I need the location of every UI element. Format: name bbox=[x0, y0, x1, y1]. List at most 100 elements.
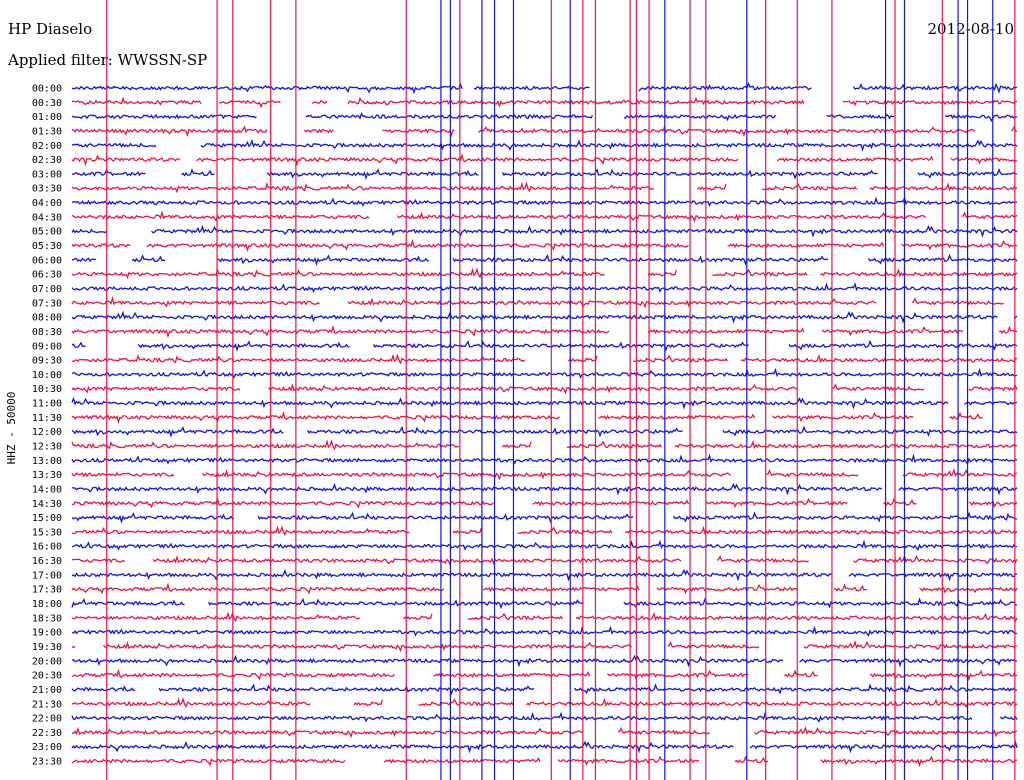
row-tick-label: 04:00 bbox=[32, 198, 62, 209]
row-tick-label: 09:00 bbox=[32, 341, 62, 352]
row-tick-label: 22:30 bbox=[32, 728, 62, 739]
trace-line bbox=[71, 181, 1018, 194]
trace-line bbox=[71, 597, 1018, 610]
trace-line bbox=[71, 167, 1018, 181]
row-tick-label: 07:30 bbox=[32, 298, 62, 309]
spikes-layer bbox=[106, 0, 1016, 780]
time-tick-labels: 00:00 00:30 01:00 01:30 02:00 02:30 03:00 03:30… bbox=[32, 84, 62, 768]
row-tick-label: 20:30 bbox=[32, 671, 62, 682]
trace-line bbox=[71, 310, 1018, 324]
row-tick-label: 11:00 bbox=[32, 399, 62, 410]
trace-line bbox=[71, 740, 1018, 754]
trace-line bbox=[71, 654, 1018, 668]
trace-line bbox=[71, 554, 1018, 567]
row-tick-label: 15:30 bbox=[32, 527, 62, 538]
trace-line bbox=[71, 324, 1018, 339]
row-tick-label: 12:00 bbox=[32, 427, 62, 438]
row-tick-label: 06:00 bbox=[32, 255, 62, 266]
channel-label: HHZ - 50000 bbox=[5, 392, 18, 465]
trace-line bbox=[71, 539, 1018, 551]
row-tick-label: 11:30 bbox=[32, 413, 62, 424]
trace-line bbox=[71, 496, 1018, 509]
trace-line bbox=[71, 697, 1018, 709]
filter-label: Applied filter: WWSSN-SP bbox=[8, 51, 208, 69]
trace-line bbox=[71, 511, 1018, 524]
row-tick-label: 17:00 bbox=[32, 570, 62, 581]
trace-line bbox=[71, 482, 1018, 496]
trace-line bbox=[71, 383, 1018, 395]
row-tick-label: 05:00 bbox=[32, 227, 62, 238]
row-tick-label: 18:00 bbox=[32, 599, 62, 610]
row-tick-label: 03:00 bbox=[32, 169, 62, 180]
row-tick-label: 21:30 bbox=[32, 699, 62, 710]
row-tick-label: 19:30 bbox=[32, 642, 62, 653]
row-tick-label: 16:00 bbox=[32, 542, 62, 553]
row-tick-label: 01:00 bbox=[32, 112, 62, 123]
row-tick-label: 01:30 bbox=[32, 126, 62, 137]
row-tick-label: 10:00 bbox=[32, 370, 62, 381]
trace-line bbox=[71, 238, 1018, 253]
trace-line bbox=[71, 396, 1018, 410]
trace-line bbox=[71, 640, 1018, 653]
trace-line bbox=[71, 439, 1018, 451]
row-tick-label: 13:30 bbox=[32, 470, 62, 481]
trace-line bbox=[71, 525, 1018, 537]
trace-line bbox=[71, 683, 1018, 696]
trace-line bbox=[71, 353, 1018, 365]
row-tick-label: 02:00 bbox=[32, 141, 62, 152]
trace-line bbox=[71, 196, 1018, 207]
trace-line bbox=[71, 124, 1018, 138]
trace-line bbox=[71, 138, 1018, 152]
trace-line bbox=[71, 425, 1018, 438]
row-tick-label: 00:00 bbox=[32, 84, 62, 95]
trace-line bbox=[71, 339, 1018, 353]
trace-line bbox=[71, 468, 1018, 481]
trace-line bbox=[71, 410, 983, 425]
trace-line bbox=[71, 81, 1018, 95]
row-tick-label: 00:30 bbox=[32, 98, 62, 109]
row-tick-label: 03:30 bbox=[32, 184, 62, 195]
row-tick-label: 20:00 bbox=[32, 656, 62, 667]
row-tick-label: 07:00 bbox=[32, 284, 62, 295]
row-tick-label: 18:30 bbox=[32, 613, 62, 624]
row-tick-label: 08:00 bbox=[32, 313, 62, 324]
trace-line bbox=[71, 711, 1018, 723]
trace-line bbox=[71, 453, 1018, 466]
row-tick-label: 23:00 bbox=[32, 742, 62, 753]
row-tick-label: 23:30 bbox=[32, 757, 62, 768]
trace-line bbox=[71, 568, 1018, 582]
trace-line bbox=[71, 668, 1018, 682]
row-tick-label: 06:30 bbox=[32, 270, 62, 281]
trace-line bbox=[71, 210, 1018, 223]
trace-line bbox=[71, 111, 1018, 123]
row-tick-label: 14:30 bbox=[32, 499, 62, 510]
trace-line bbox=[71, 296, 1004, 309]
trace-line bbox=[71, 267, 1018, 280]
trace-line bbox=[71, 625, 1018, 637]
row-tick-label: 13:00 bbox=[32, 456, 62, 467]
station-title: HP Diaselo bbox=[8, 20, 93, 38]
trace-line bbox=[71, 367, 1018, 379]
row-tick-label: 10:30 bbox=[32, 384, 62, 395]
trace-line bbox=[71, 611, 1018, 623]
trace-line bbox=[71, 224, 1018, 238]
row-tick-label: 08:30 bbox=[32, 327, 62, 338]
trace-line bbox=[71, 725, 1018, 739]
row-tick-label: 02:30 bbox=[32, 155, 62, 166]
row-tick-label: 04:30 bbox=[32, 212, 62, 223]
row-tick-label: 21:00 bbox=[32, 685, 62, 696]
row-tick-label: 22:00 bbox=[32, 714, 62, 725]
row-tick-label: 05:30 bbox=[32, 241, 62, 252]
trace-line bbox=[71, 582, 1018, 595]
trace-line bbox=[71, 755, 1018, 768]
trace-line bbox=[71, 152, 1018, 167]
traces-layer bbox=[71, 81, 1018, 768]
row-tick-label: 12:30 bbox=[32, 442, 62, 453]
row-tick-label: 14:00 bbox=[32, 484, 62, 495]
trace-line bbox=[71, 96, 1018, 109]
row-tick-label: 17:30 bbox=[32, 585, 62, 596]
row-tick-label: 15:00 bbox=[32, 513, 62, 524]
row-tick-label: 09:30 bbox=[32, 356, 62, 367]
row-tick-label: 19:00 bbox=[32, 628, 62, 639]
